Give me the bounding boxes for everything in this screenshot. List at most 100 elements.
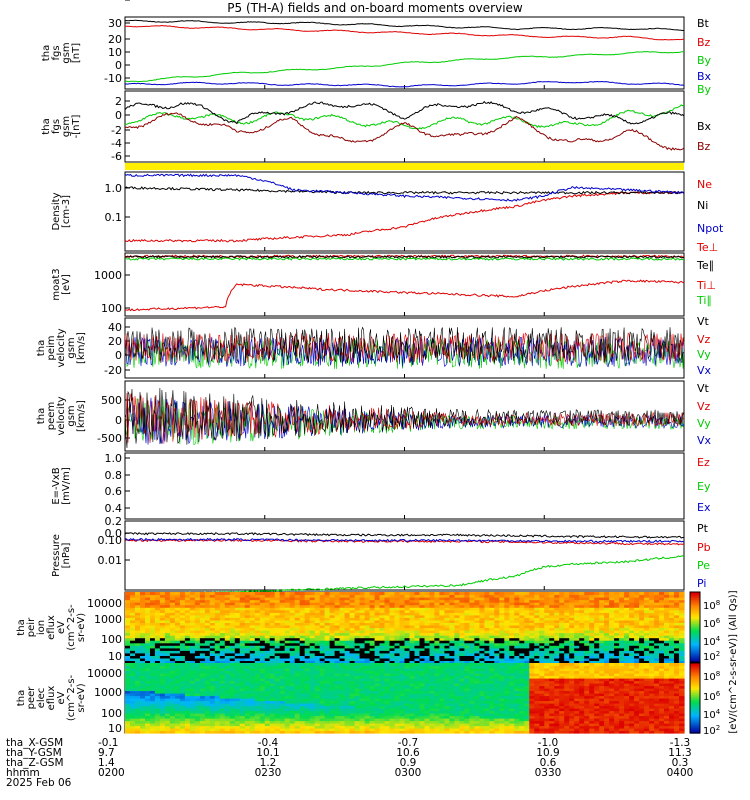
spectrogram-cell [224,619,231,623]
spectrogram-cell [339,655,346,659]
spectrogram-cell [125,614,131,618]
spectrogram-cell [464,599,470,603]
panel-frame [124,171,685,252]
spectrogram-cell [314,680,321,684]
spectrogram-cell [279,652,286,656]
spectrogram-cell [159,705,166,709]
spectrogram-cell [364,599,371,603]
spectrogram-cell [334,695,341,699]
spectrogram-cell [539,660,545,664]
spectrogram-cell [269,597,276,601]
spectrogram-cell [354,652,361,656]
spectrogram-cell [284,678,291,682]
spectrogram-cell [189,688,196,692]
spectrogram-cell [424,617,431,621]
spectrogram-cell [140,640,146,644]
spectrogram-cell [219,607,226,611]
spectrogram-cell [259,695,266,699]
spectrogram-cell [669,647,675,651]
spectrogram-cell [314,604,321,608]
spectrogram-cell [604,650,610,654]
spectrogram-cell [189,680,196,684]
spectrogram-cell [159,673,166,677]
spectrogram-cell [314,710,321,714]
spectrogram-cell [259,665,266,669]
spectrogram-cell [499,660,505,664]
spectrogram-cell [579,592,585,596]
spectrogram-cell [549,652,555,656]
spectrogram-cell [604,630,610,634]
spectrogram-cell [534,660,540,664]
spectrogram-cell [224,630,231,634]
spectrogram-cell [159,627,166,631]
spectrogram-cell [484,637,490,641]
spectrogram-cell [314,720,321,724]
spectrogram-cell [189,640,196,644]
legend-entry: Pi [697,577,706,590]
spectrogram-cell [509,602,515,606]
spectrogram-cell [224,670,231,674]
spectrogram-cell [259,632,266,636]
spectrogram-cell [324,642,331,646]
spectrogram-cell [259,640,266,644]
spectrogram-cell [329,650,336,654]
spectrogram-cell [169,640,176,644]
spectrogram-cell [594,594,600,598]
spectrogram-cell [244,645,251,649]
spectrogram-cell [249,650,256,654]
spectrogram-cell [274,612,281,616]
spectrogram-cell [269,705,276,709]
spectrogram-cell [199,698,206,702]
spectrogram-cell [309,695,316,699]
spectrogram-cell [614,642,620,646]
spectrogram-cell [189,663,196,667]
spectrogram-cell [194,720,201,724]
spectrogram-cell [159,680,166,684]
spectrogram-cell [459,604,465,608]
spectrogram-cell [384,660,391,664]
series-line [124,173,685,202]
spectrogram-cell [309,678,316,682]
spectrogram-cell [135,685,141,689]
spectrogram-cell [209,632,216,636]
spectrogram-cell [204,640,211,644]
spectrogram-cell [219,655,226,659]
spectrogram-cell [379,617,386,621]
spectrogram-cell [359,594,366,598]
spectrogram-cell [135,609,141,613]
spectrogram-cell [150,705,156,709]
spectrogram-cell [159,675,166,679]
spectrogram-cell [369,730,376,734]
spectrogram-cell [394,650,401,654]
spectrogram-cell [339,619,346,623]
spectrogram-cell [249,627,256,631]
spectrogram-cell [284,635,291,639]
spectrogram-cell [384,705,391,709]
spectrogram-cell [244,642,251,646]
spectrogram-cell [529,597,535,601]
spectrogram-cell [339,602,346,606]
spectrogram-cell [179,650,186,654]
spectrogram-cell [404,655,411,659]
spectrogram-cell [164,668,171,672]
spectrogram-cell [629,599,635,603]
spectrogram-cell [594,612,600,616]
spectrogram-cell [294,660,301,664]
spectrogram-cell [140,690,146,694]
spectrogram-cell [289,597,296,601]
spectrogram-cell [349,705,356,709]
spectrogram-cell [204,713,211,717]
spectrogram-cell [369,703,376,707]
spectrogram-cell [354,655,361,659]
spectrogram-cell [299,710,306,714]
spectrogram-cell [314,675,321,679]
spectrogram-cell [394,713,401,717]
spectrogram-cell [534,594,540,598]
spectrogram-cell [474,650,480,654]
spectrogram-cell [264,647,271,651]
spectrogram-cell [179,680,186,684]
spectrogram-cell [589,657,595,661]
spectrogram-cell [319,602,326,606]
spectrogram-cell [344,602,351,606]
spectrogram-cell [399,698,406,702]
